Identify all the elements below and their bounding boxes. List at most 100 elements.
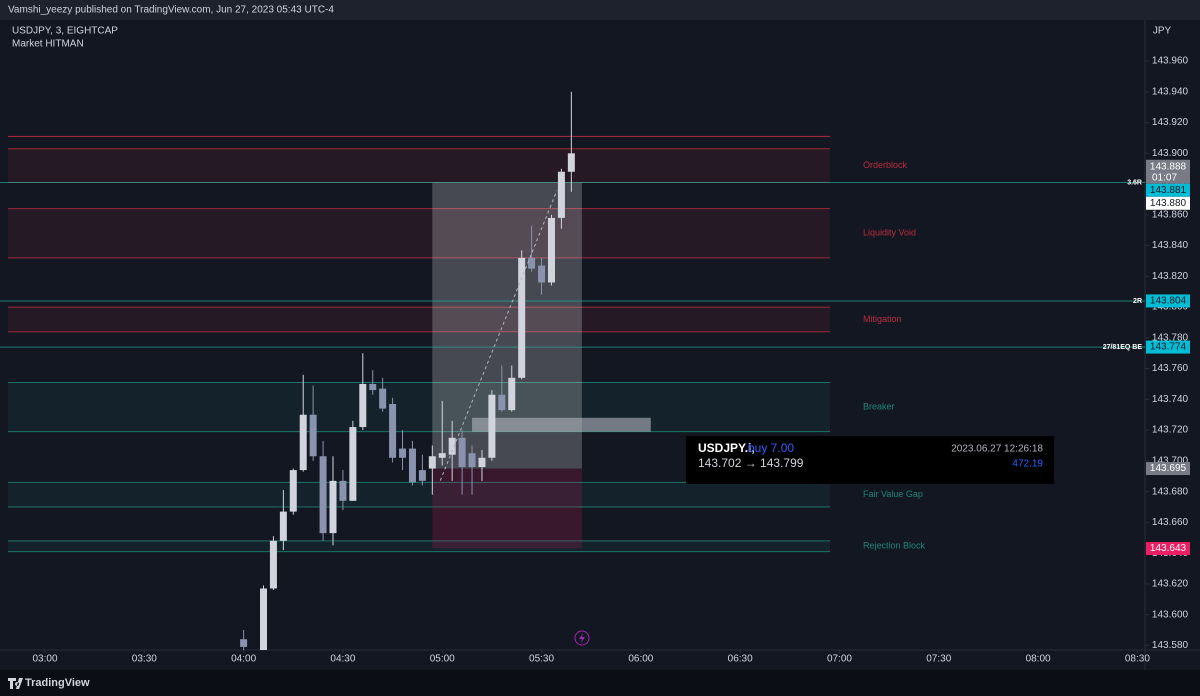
candle-body [567,153,575,172]
zone-label: Orderblock [863,160,908,170]
popup-profit: 472.19 [1012,459,1043,470]
candle-body [259,588,267,650]
zone-label: Rejection Block [863,541,926,551]
candle-body [389,403,397,458]
zone [8,540,830,552]
y-tick-label: 143.940 [1152,86,1189,97]
y-tick-label: 143.820 [1152,271,1189,282]
level-label: 2R [1133,298,1142,305]
popup-prices: 143.702 → 143.799 [698,456,804,470]
popup-bg [686,436,1054,484]
footer [0,670,1200,696]
price-tag-label: 143.774 [1150,342,1187,353]
y-tick-label: 143.720 [1152,425,1189,436]
candle-body [458,437,466,468]
candle-body [408,448,416,483]
candle-body [428,456,436,469]
candle-body [538,265,546,283]
candle-body [279,511,287,541]
zone [8,307,830,332]
candle-body [399,448,407,458]
zone [8,148,830,183]
price-tag [1146,340,1190,354]
candle-body [269,540,277,589]
y-tick-label: 143.920 [1152,117,1189,128]
candle-body [478,457,486,468]
price-tag [1146,542,1190,556]
y-tick-label: 143.740 [1152,394,1189,405]
x-tick-label: 05:00 [430,654,455,665]
x-tick-label: 05:30 [529,654,554,665]
y-tick-label: 143.680 [1152,486,1189,497]
publisher: Vamshi_yeezy published on TradingView.co… [8,5,334,16]
candle-body [508,377,516,411]
zone [8,482,830,507]
trade-popup: USDJPY.i,buy 7.00 2023.06.27 12:26:18 143.… [686,436,1054,484]
y-tick-label: 143.900 [1152,148,1189,159]
zone-label: Breaker [863,401,895,411]
price-tag [1146,159,1190,184]
price-tag-label: 143.880 [1150,198,1187,209]
candle-body [418,470,426,481]
candle-body [468,453,476,468]
y-tick-label: 143.840 [1152,240,1189,251]
zone-label: Mitigation [863,314,902,324]
x-tick-label: 07:00 [827,654,852,665]
alert-bolt [579,633,585,643]
y-tick-label: 143.600 [1152,609,1189,620]
y-tick-label: 143.580 [1152,640,1189,651]
highlight-box [472,417,651,432]
level-label: 27/81EQ BE [1103,344,1143,351]
zone-label: Fair Value Gap [863,489,923,499]
x-tick-label: 04:30 [330,654,355,665]
x-tick-label: 07:30 [926,654,951,665]
price-tag [1146,196,1190,210]
chart-title: USDJPY, 3, EIGHTCAP [12,26,118,37]
level-label: 3.6R [1127,179,1142,186]
y-tick-label: 143.860 [1152,209,1189,220]
popup-side: buy 7.00 [748,441,794,455]
price-tag [1146,462,1190,476]
x-tick-label: 03:00 [33,654,58,665]
candle-body [319,456,327,534]
candle-body [379,388,387,409]
price-tag-label: 143.695 [1150,463,1187,474]
price-tag-label: 143.881 [1150,185,1187,196]
candle-body [349,427,357,501]
candle-body [547,217,555,283]
y-tick-label: 143.700 [1152,456,1189,467]
candle-body [518,257,526,378]
x-tick-label: 08:00 [1026,654,1051,665]
y-tick-label: 143.780 [1152,332,1189,343]
x-tick-label: 08:30 [1125,654,1150,665]
brand: TradingView [25,677,90,689]
y-tick-label: 143.760 [1152,363,1189,374]
x-tick-label: 06:00 [628,654,653,665]
price-tag-label: 143.643 [1150,543,1187,554]
chart-subtitle: Market HITMAN [12,39,84,50]
candle-body [289,470,297,512]
candle-body [339,480,347,501]
candle-body [498,394,506,411]
logo [8,678,23,689]
currency: JPY [1153,26,1172,37]
price-tag-label: 143.804 [1150,296,1187,307]
candle-body [448,437,456,455]
popup-symbol: USDJPY.i, [698,441,755,455]
countdown: 01:07 [1152,172,1177,183]
candle-body [240,639,248,647]
header-bar [0,0,1200,20]
candle-body [488,394,496,458]
x-tick-label: 06:30 [728,654,753,665]
candle-body [309,414,317,457]
candle-body [369,383,377,391]
trade-path [439,190,558,481]
x-tick-label: 04:00 [231,654,256,665]
price-tag [1146,183,1190,197]
alert-icon[interactable] [574,630,590,646]
candle-body [329,480,337,534]
y-tick-label: 143.620 [1152,579,1189,590]
candle-body [359,383,367,428]
